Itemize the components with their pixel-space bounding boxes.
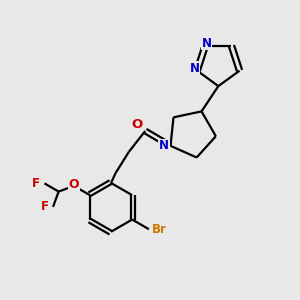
- Text: Br: Br: [152, 223, 167, 236]
- Text: F: F: [32, 177, 40, 190]
- Text: N: N: [190, 62, 200, 75]
- Text: N: N: [159, 139, 169, 152]
- Text: F: F: [41, 200, 49, 213]
- Text: N: N: [202, 37, 212, 50]
- Text: O: O: [131, 118, 142, 131]
- Text: O: O: [69, 178, 79, 191]
